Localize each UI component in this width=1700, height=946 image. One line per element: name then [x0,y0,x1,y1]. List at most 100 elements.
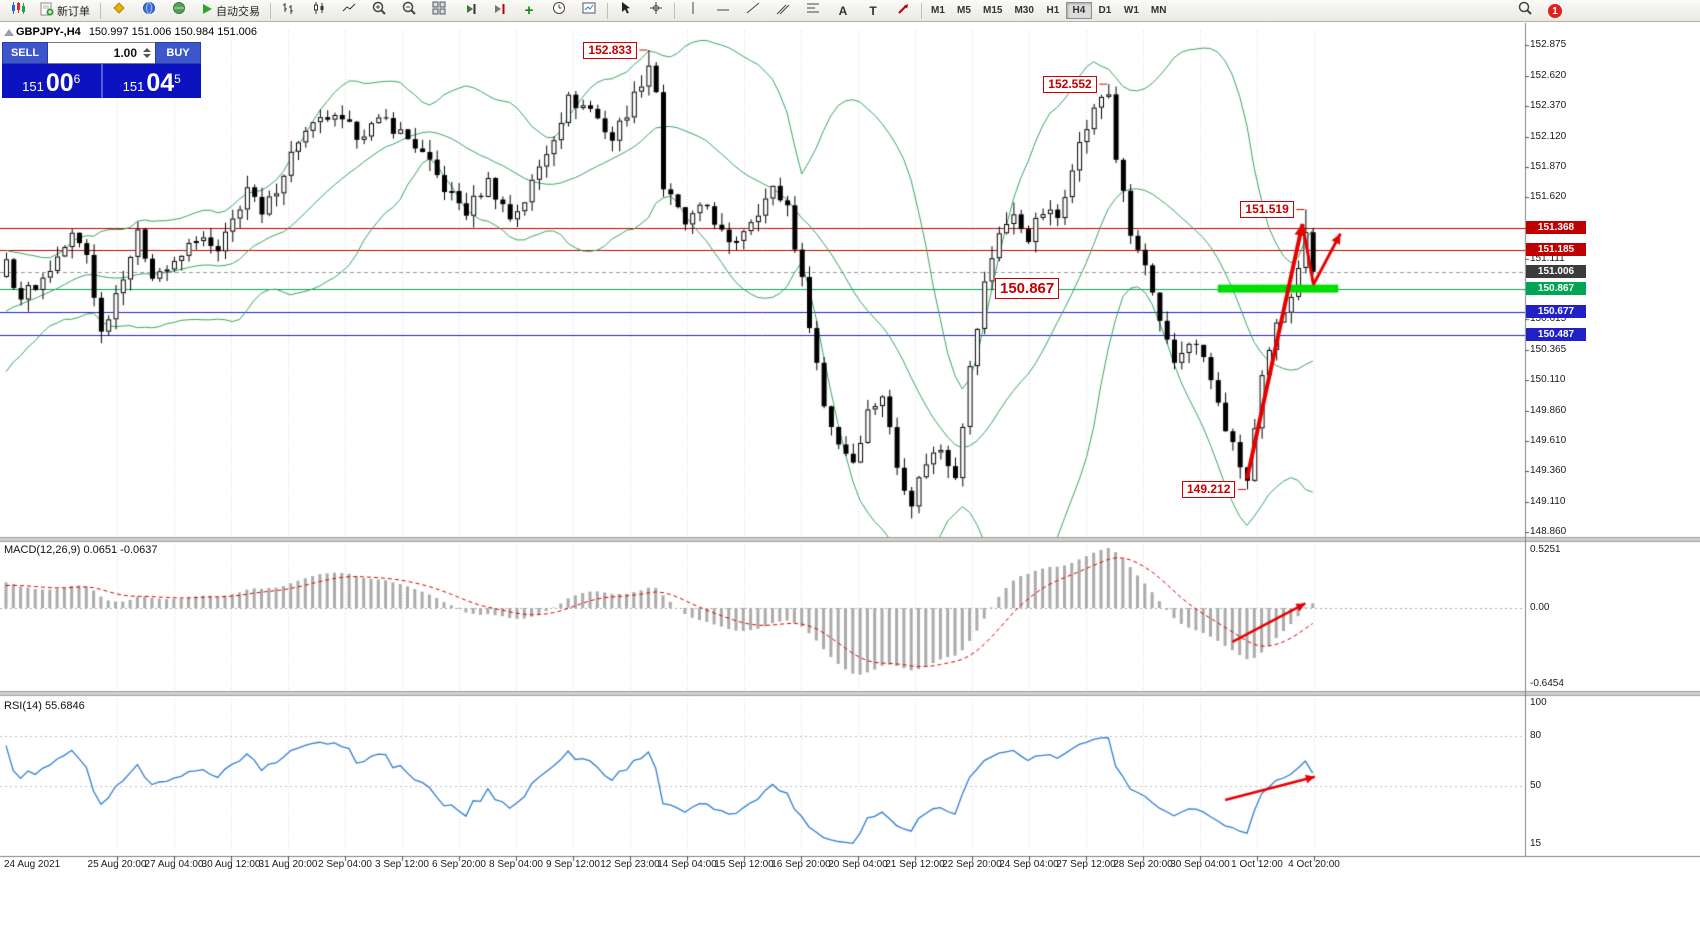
zoom-in-button[interactable] [364,0,394,22]
crosshair-button[interactable] [641,0,671,22]
macd-axis-label: -0.6454 [1530,678,1564,689]
price-tag: 151.006 [1526,264,1586,278]
toolbar-separator [607,2,608,19]
market-watch-button[interactable] [134,0,164,22]
time-axis-label: 27 Aug 04:00 [144,859,204,870]
horizontal-line-icon [716,2,730,20]
candlestick-mode-button[interactable] [304,0,334,22]
play-icon [201,3,213,18]
auto-scroll-icon [462,2,476,20]
sell-button[interactable]: SELL [2,42,48,64]
sell-price[interactable]: 151 00 6 [2,64,101,98]
arrow-object-icon [897,2,910,20]
candlestick-icon [312,1,326,20]
timeframe-d1[interactable]: D1 [1098,5,1112,16]
one-click-panel-toggle[interactable] [4,29,14,36]
sell-price-pips: 00 [45,69,74,97]
timeframe-m1[interactable]: M1 [931,5,945,16]
channel-button[interactable] [768,0,798,22]
buy-button[interactable]: BUY [155,42,201,64]
notification-badge[interactable]: 1 [1548,4,1562,18]
chart-area: GBPJPY-,H4 150.997 151.006 150.984 151.00… [0,23,1700,946]
time-axis-label: 30 Aug 12:00 [201,859,261,870]
cursor-button[interactable] [611,0,641,22]
time-axis-label: 22 Sep 20:00 [942,859,1002,870]
price-axis-tick: 151.111 [1530,253,1565,264]
new-order-label: 新订单 [57,5,90,18]
price-tag: 150.867 [1526,281,1586,295]
price-tag: 151.368 [1526,220,1586,234]
label-button[interactable]: T [858,0,888,22]
buy-price-point: 5 [174,72,181,86]
symbol-label: GBPJPY-,H4 [16,26,81,38]
toolbar-separator [270,2,271,19]
price-callout[interactable]: 152.552 [1043,75,1097,93]
search-button[interactable] [1510,0,1540,22]
bar-chart-icon [282,1,296,20]
price-callout[interactable]: 149.212 [1182,480,1236,498]
add-indicator-button[interactable]: + [514,0,544,22]
chart-title: GBPJPY-,H4 150.997 151.006 150.984 151.00… [16,26,257,38]
price-callout[interactable]: 150.867 [995,278,1060,300]
timeframe-m30[interactable]: M30 [1014,5,1034,16]
price-chart-canvas[interactable] [0,23,1700,873]
price-callout[interactable]: 152.833 [583,41,637,59]
price-axis-tick: 152.120 [1530,130,1567,142]
zoom-out-button[interactable] [394,0,424,22]
horizontal-line-button[interactable] [708,0,738,22]
rsi-indicator-label: RSI(14) 55.6846 [4,700,85,712]
vertical-line-button[interactable] [678,0,708,22]
price-axis-tick: 149.110 [1530,495,1566,507]
time-axis-label: 31 Aug 20:00 [258,859,318,870]
price-callout[interactable]: 151.519 [1240,200,1294,218]
text-button[interactable]: A [828,0,858,22]
crosshair-icon [649,1,663,20]
data-window-button[interactable] [164,0,194,22]
rsi-axis-label: 80 [1530,730,1542,742]
timeframe-m15[interactable]: M15 [983,5,1003,16]
main-toolbar: 新订单 自动交易 + A T M1 M5 M15 M30 H1 [0,0,1700,22]
period-clock-button[interactable] [544,0,574,22]
spinner-up-icon[interactable] [143,48,151,52]
timeframe-h1[interactable]: H1 [1046,5,1060,16]
price-axis-tick: 152.370 [1530,100,1567,112]
macd-indicator-label: MACD(12,26,9) 0.0651 -0.0637 [4,544,158,556]
expert-advisor-button[interactable] [104,0,134,22]
trendline-button[interactable] [738,0,768,22]
arrows-button[interactable] [888,0,918,22]
buy-price-int: 151 [122,79,145,94]
toolbar-separator [100,2,101,19]
new-order-button[interactable]: 新订单 [33,0,97,22]
timeframe-w1[interactable]: W1 [1123,5,1139,16]
timeframe-m5[interactable]: M5 [957,5,971,16]
buy-price[interactable]: 151 04 5 [102,64,201,98]
time-axis-label: 3 Sep 12:00 [375,859,429,870]
auto-trading-button[interactable]: 自动交易 [194,0,267,22]
fibonacci-button[interactable] [798,0,828,22]
volume-spinner[interactable] [143,48,151,58]
volume-input[interactable]: 1.00 [48,42,155,64]
new-chart-button[interactable] [3,0,33,22]
time-axis-label: 6 Sep 20:00 [432,859,486,870]
timeframe-mn[interactable]: MN [1150,5,1167,16]
toolbar-separator [921,2,922,19]
template-button[interactable] [574,0,604,22]
time-axis-label: 24 Aug 2021 [4,859,61,870]
auto-scroll-button[interactable] [454,0,484,22]
tile-windows-button[interactable] [424,0,454,22]
toolbar-separator [674,2,675,19]
time-axis-label: 1 Oct 12:00 [1231,859,1283,870]
time-axis-label: 15 Sep 12:00 [714,859,774,870]
chart-shift-button[interactable] [484,0,514,22]
spinner-down-icon[interactable] [143,54,151,58]
price-tag: 150.487 [1526,327,1586,341]
auto-trading-label: 自动交易 [216,5,260,18]
line-chart-mode-button[interactable] [334,0,364,22]
bar-chart-mode-button[interactable] [274,0,304,22]
sell-price-int: 151 [22,79,44,94]
ohlc-label: 150.997 151.006 150.984 151.006 [88,26,258,38]
timeframe-h4[interactable]: H4 [1065,2,1092,19]
new-order-icon [40,2,54,19]
price-tag: 150.677 [1526,304,1586,318]
tile-windows-icon [432,1,446,20]
